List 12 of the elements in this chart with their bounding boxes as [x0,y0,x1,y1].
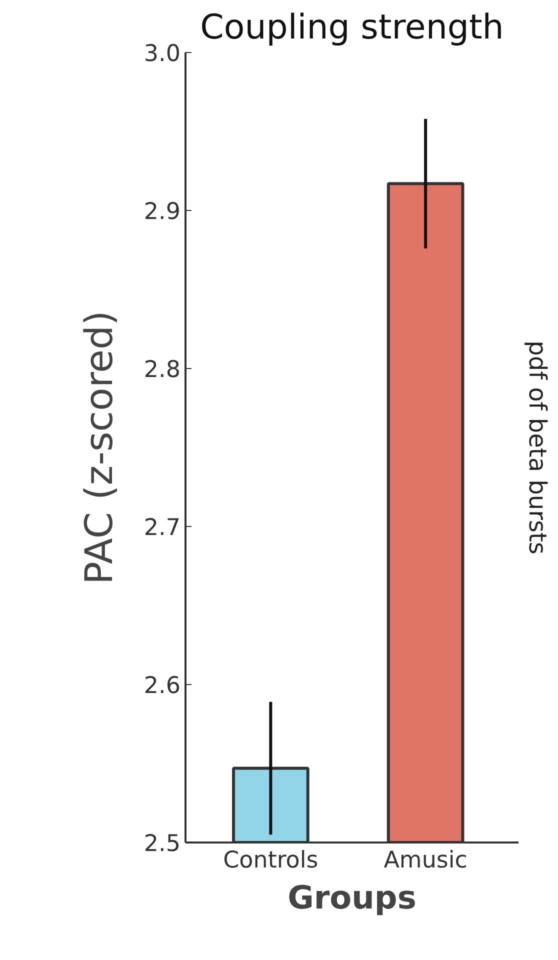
x-tick-label: Amusic [384,848,468,874]
y-tick-label: 2.8 [144,357,180,383]
y-tick-label: 2.7 [144,515,180,541]
y-axis-title: PAC (z-scored) [76,310,121,584]
text: pdf of beta bursts [524,340,552,554]
y-tick-label: 2.6 [144,673,180,699]
y-tick-label: 2.9 [144,199,180,225]
chart-title: Coupling strength [200,8,504,48]
y-tick-label: 2.5 [144,831,180,857]
x-axis-title: Groups [288,878,416,916]
x-tick-label: Controls [223,848,318,874]
y-tick-label: 3.0 [144,41,180,67]
